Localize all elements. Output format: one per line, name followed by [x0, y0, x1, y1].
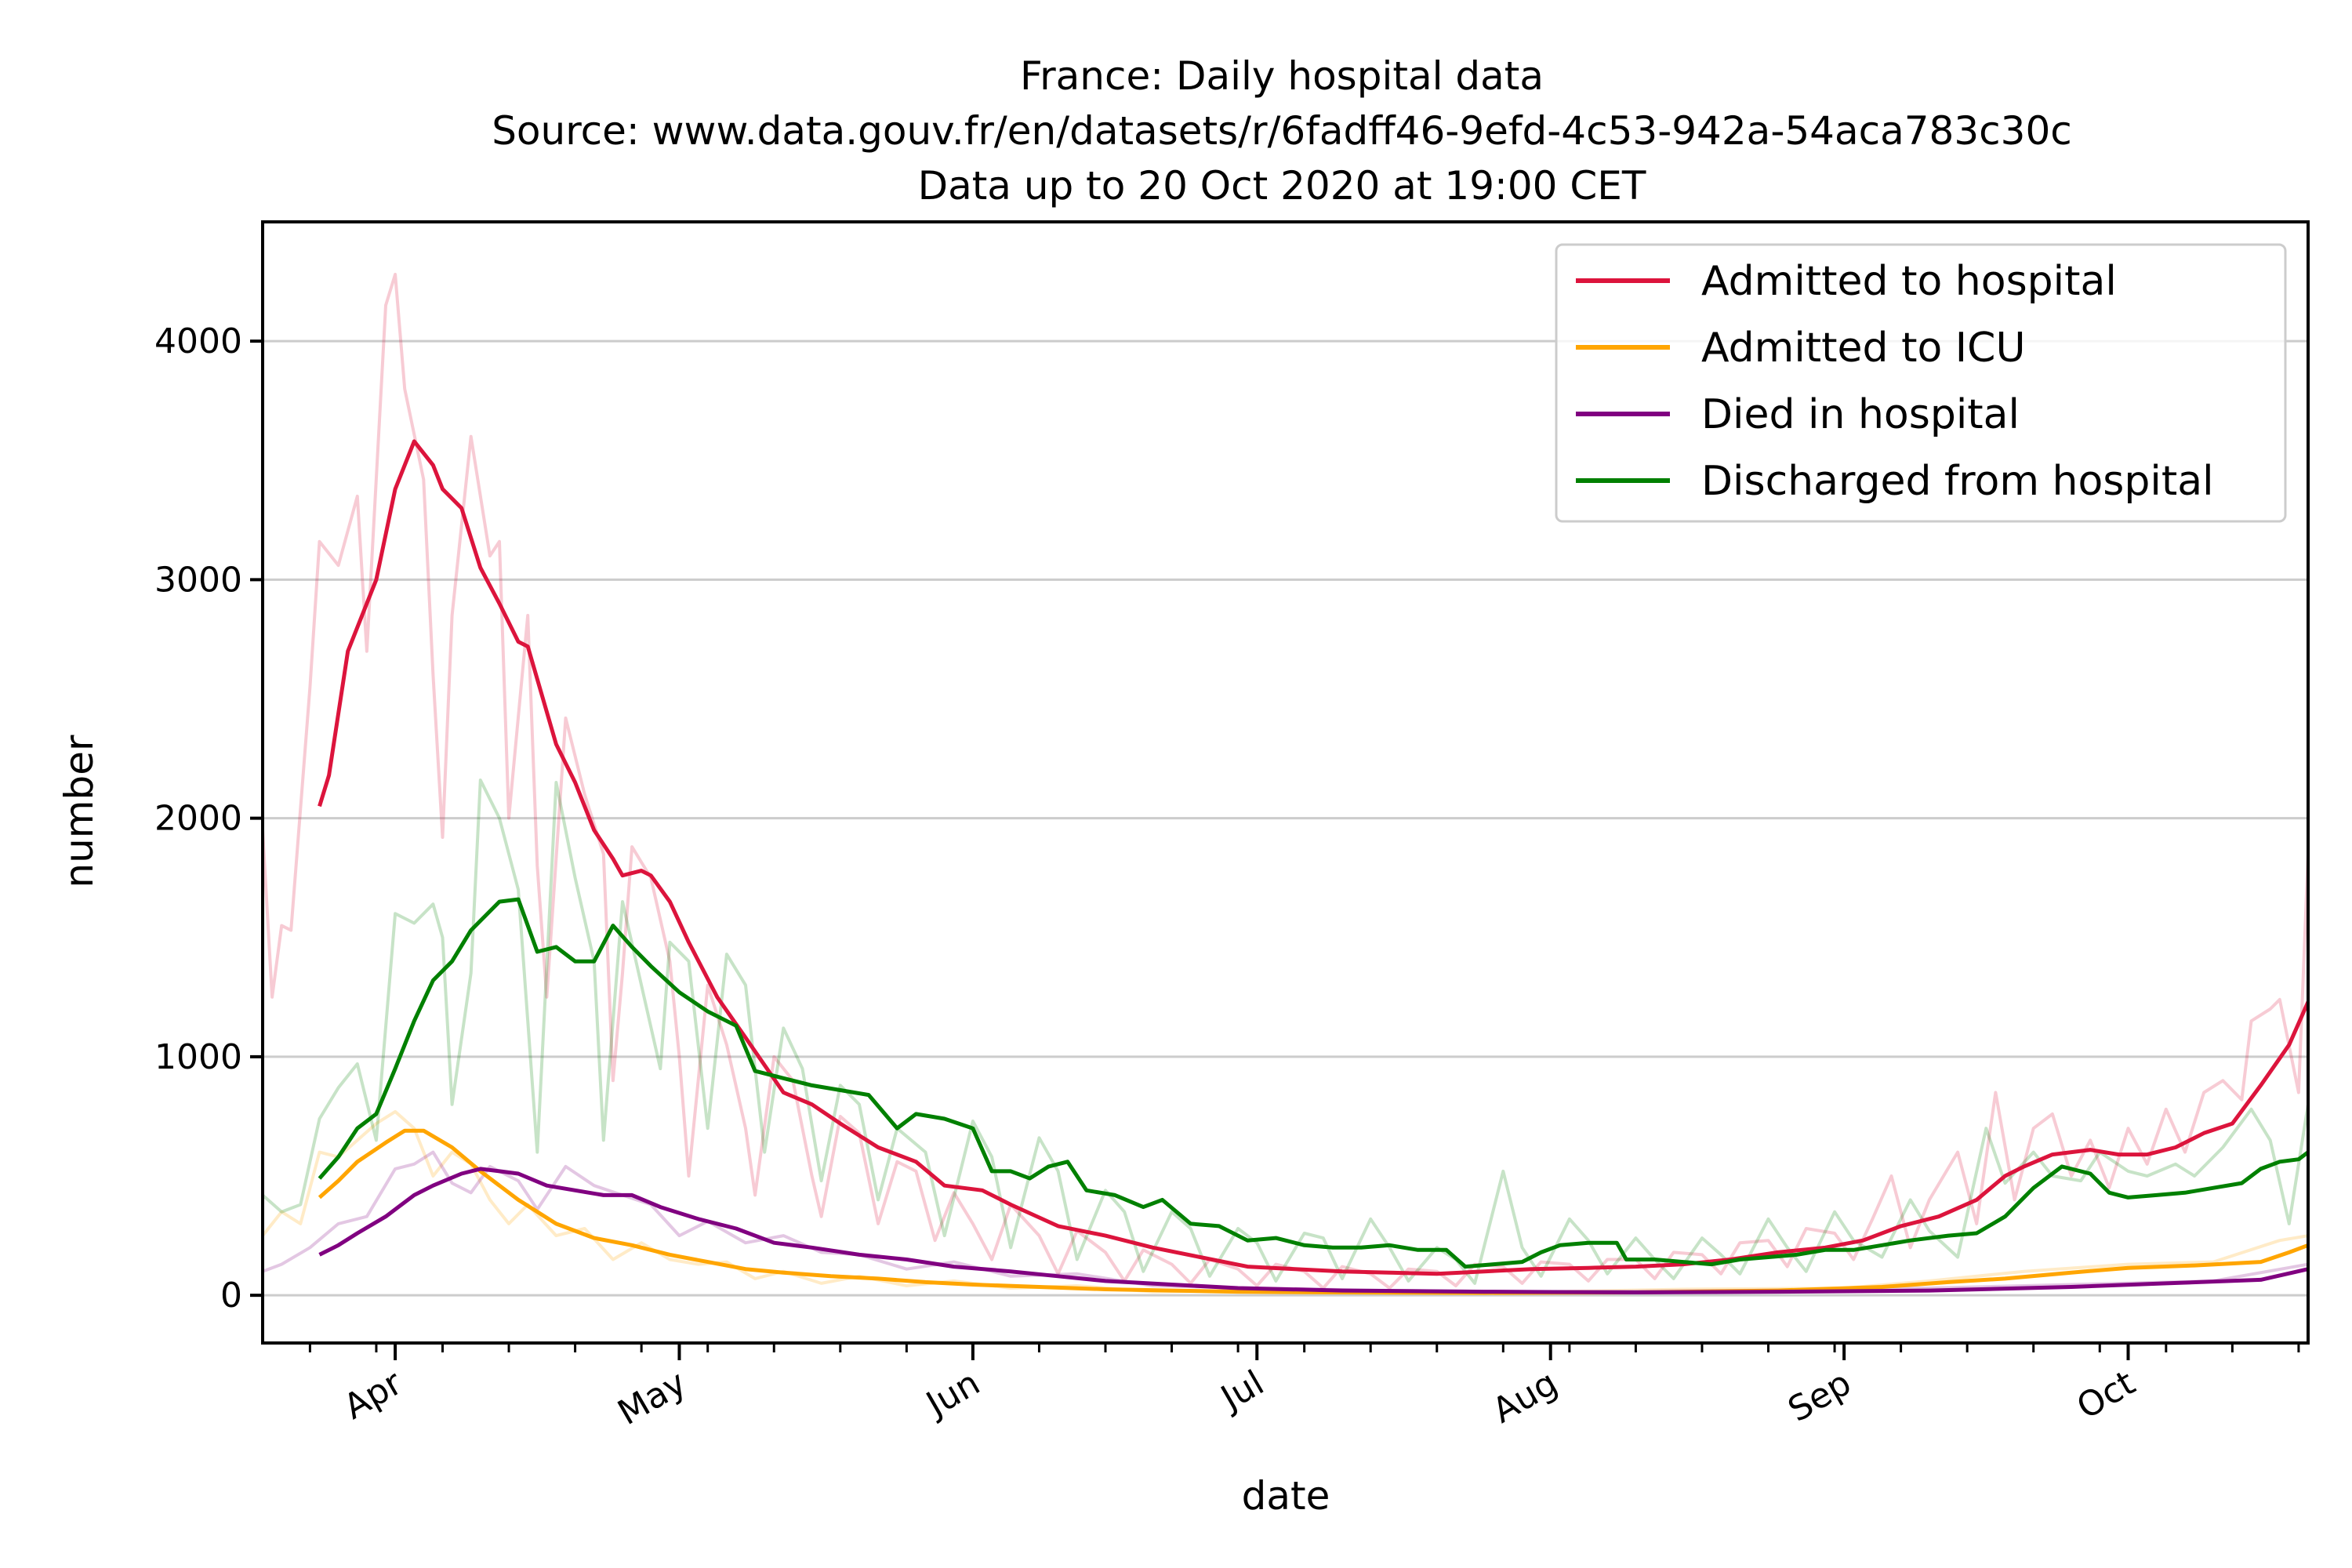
series-line-discharged-from-hospital	[318, 897, 2310, 1269]
y-tick-label-2000: 2000	[154, 799, 242, 839]
chart-title: France: Daily hospital data Source: www.…	[492, 53, 2072, 209]
legend-label-died-in-hospital: Died in hospital	[1701, 391, 2020, 438]
y-tick-label-3000: 3000	[154, 560, 242, 600]
plot-frame	[261, 220, 2310, 1345]
chart-title-line-2: Source: www.data.gouv.fr/en/datasets/r/6…	[492, 108, 2072, 154]
y-axis-label: number	[56, 735, 102, 888]
series-line-died-in-hospital	[318, 1167, 2309, 1294]
legend-label-discharged-from-hospital: Discharged from hospital	[1701, 458, 2214, 505]
smoothed-series	[318, 439, 2310, 1295]
y-tick-label-1000: 1000	[154, 1037, 242, 1077]
y-tick-label-0: 0	[220, 1276, 242, 1316]
x-axis-label: date	[1242, 1473, 1330, 1519]
series-raw-admitted-to-hospital	[261, 272, 2310, 1290]
chart-title-line-3: Data up to 20 Oct 2020 at 19:00 CET	[918, 163, 1646, 209]
legend-label-admitted-to-icu: Admitted to ICU	[1701, 325, 2026, 372]
series-line-admitted-to-icu	[318, 1128, 2309, 1295]
y-tick-label-4000: 4000	[154, 321, 242, 361]
legend-label-admitted-to-hospital: Admitted to hospital	[1701, 258, 2117, 305]
legend-box	[1555, 243, 2287, 523]
chart-title-line-1: France: Daily hospital data	[1020, 53, 1544, 99]
series-line-admitted-to-hospital	[318, 439, 2310, 1276]
y-axis: 0 1000 2000 3000 4000	[154, 321, 263, 1316]
legend: Admitted to hospital Admitted to ICU Died …	[1555, 243, 2287, 523]
